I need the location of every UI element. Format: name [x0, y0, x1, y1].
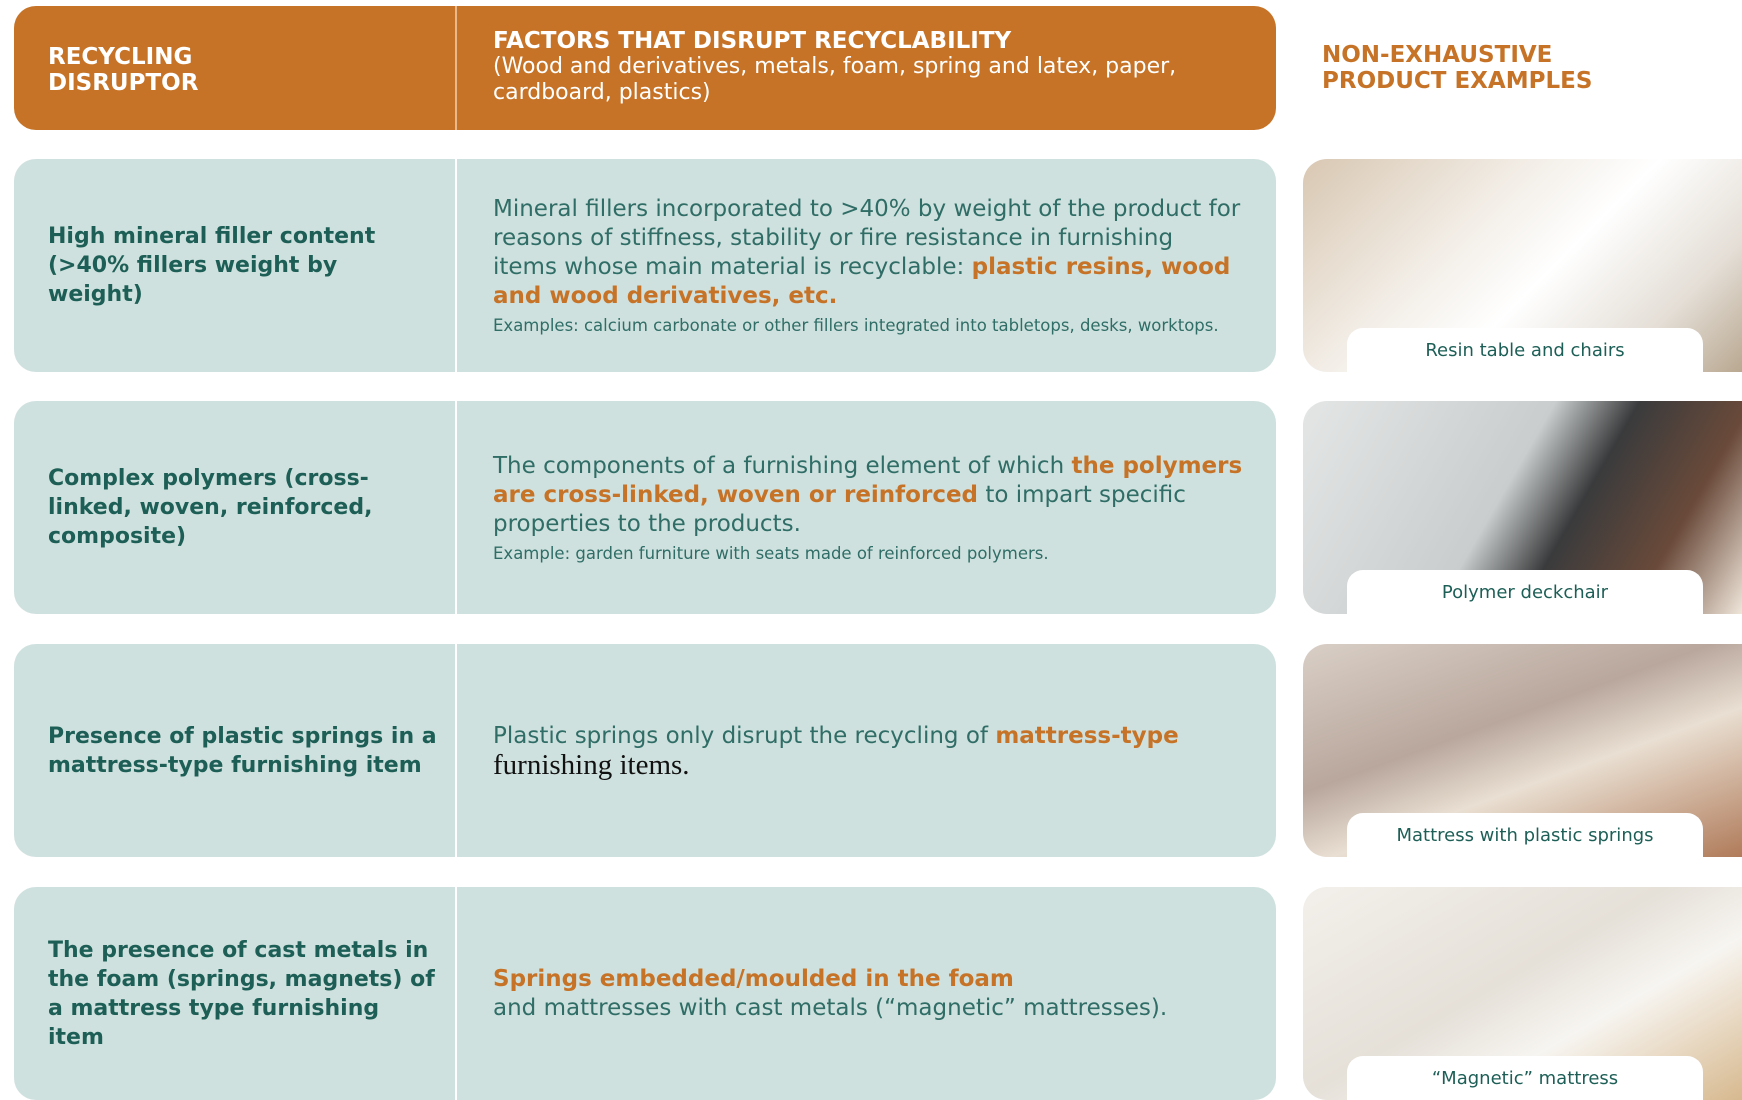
note: Examples: calcium carbonate or other fil…: [493, 316, 1219, 335]
description-segment: The components of a furnishing element o…: [493, 452, 1072, 479]
product-image: Mattress with plastic springs: [1303, 644, 1742, 857]
image-caption: Polymer deckchair: [1347, 570, 1703, 614]
description: Springs embedded/moulded in the foam and …: [493, 965, 1243, 1023]
header-disruptor: RECYCLING DISRUPTOR: [48, 44, 199, 96]
disruptor: The presence of cast metals in the foam …: [48, 937, 435, 1050]
description-cell: The components of a furnishing element o…: [493, 401, 1243, 614]
description-segment: furnishing items.: [493, 748, 690, 781]
header-factors-subtitle: (Wood and derivatives, metals, foam, spr…: [493, 54, 1177, 105]
description-segment: Springs embedded/moulded in the foam: [493, 965, 1014, 992]
header-factors-title: FACTORS THAT DISRUPT RECYCLABILITY: [493, 28, 1012, 54]
disruptor: Complex polymers (cross-linked, woven, r…: [48, 466, 373, 549]
description-segment: Mineral fillers incorporated to >40% by …: [493, 196, 1241, 280]
description-segment: mattress-type: [995, 722, 1179, 749]
disruptor: Presence of plastic springs in a mattres…: [48, 723, 437, 778]
image-caption: “Magnetic” mattress: [1347, 1056, 1703, 1100]
header-bar: [14, 6, 1276, 130]
row-box: [14, 159, 1276, 372]
product-image: Polymer deckchair: [1303, 401, 1742, 614]
row-divider: [455, 644, 457, 857]
row-box: [14, 401, 1276, 614]
image-caption: Resin table and chairs: [1347, 328, 1703, 372]
description: The components of a furnishing element o…: [493, 452, 1243, 539]
description-segment: to impart specific properties to the pro…: [493, 481, 1186, 537]
description-segment: and mattresses with cast metals (“magnet…: [493, 994, 1168, 1021]
row-divider: [455, 887, 457, 1100]
header-divider: [455, 6, 457, 130]
product-image: Resin table and chairs: [1303, 159, 1742, 372]
description: Mineral fillers incorporated to >40% by …: [493, 195, 1243, 311]
product-image: “Magnetic” mattress: [1303, 887, 1742, 1100]
note: Example: garden furniture with seats mad…: [493, 543, 1049, 563]
description-cell: Springs embedded/moulded in the foam and …: [493, 887, 1243, 1100]
row-box: [14, 644, 1276, 857]
row-box: [14, 887, 1276, 1100]
description-segment: Plastic springs only disrupt the recycli…: [493, 722, 996, 749]
image-caption: Mattress with plastic springs: [1347, 813, 1703, 857]
description: Plastic springs only disrupt the recycli…: [493, 720, 1243, 782]
description-segment: plastic resins, wood and wood derivative…: [493, 254, 1231, 309]
description-cell: Plastic springs only disrupt the recycli…: [493, 644, 1243, 857]
description-segment: the polymers are cross-linked, woven or …: [493, 452, 1243, 508]
header-factors: FACTORS THAT DISRUPT RECYCLABILITY (Wood…: [493, 28, 1213, 106]
row-divider: [455, 159, 457, 372]
description-cell: Mineral fillers incorporated to >40% by …: [493, 159, 1243, 372]
row-divider: [455, 401, 457, 614]
header-examples: NON-EXHAUSTIVE PRODUCT EXAMPLES: [1322, 42, 1593, 94]
disruptor: High mineral filler content (>40% filler…: [48, 224, 376, 307]
